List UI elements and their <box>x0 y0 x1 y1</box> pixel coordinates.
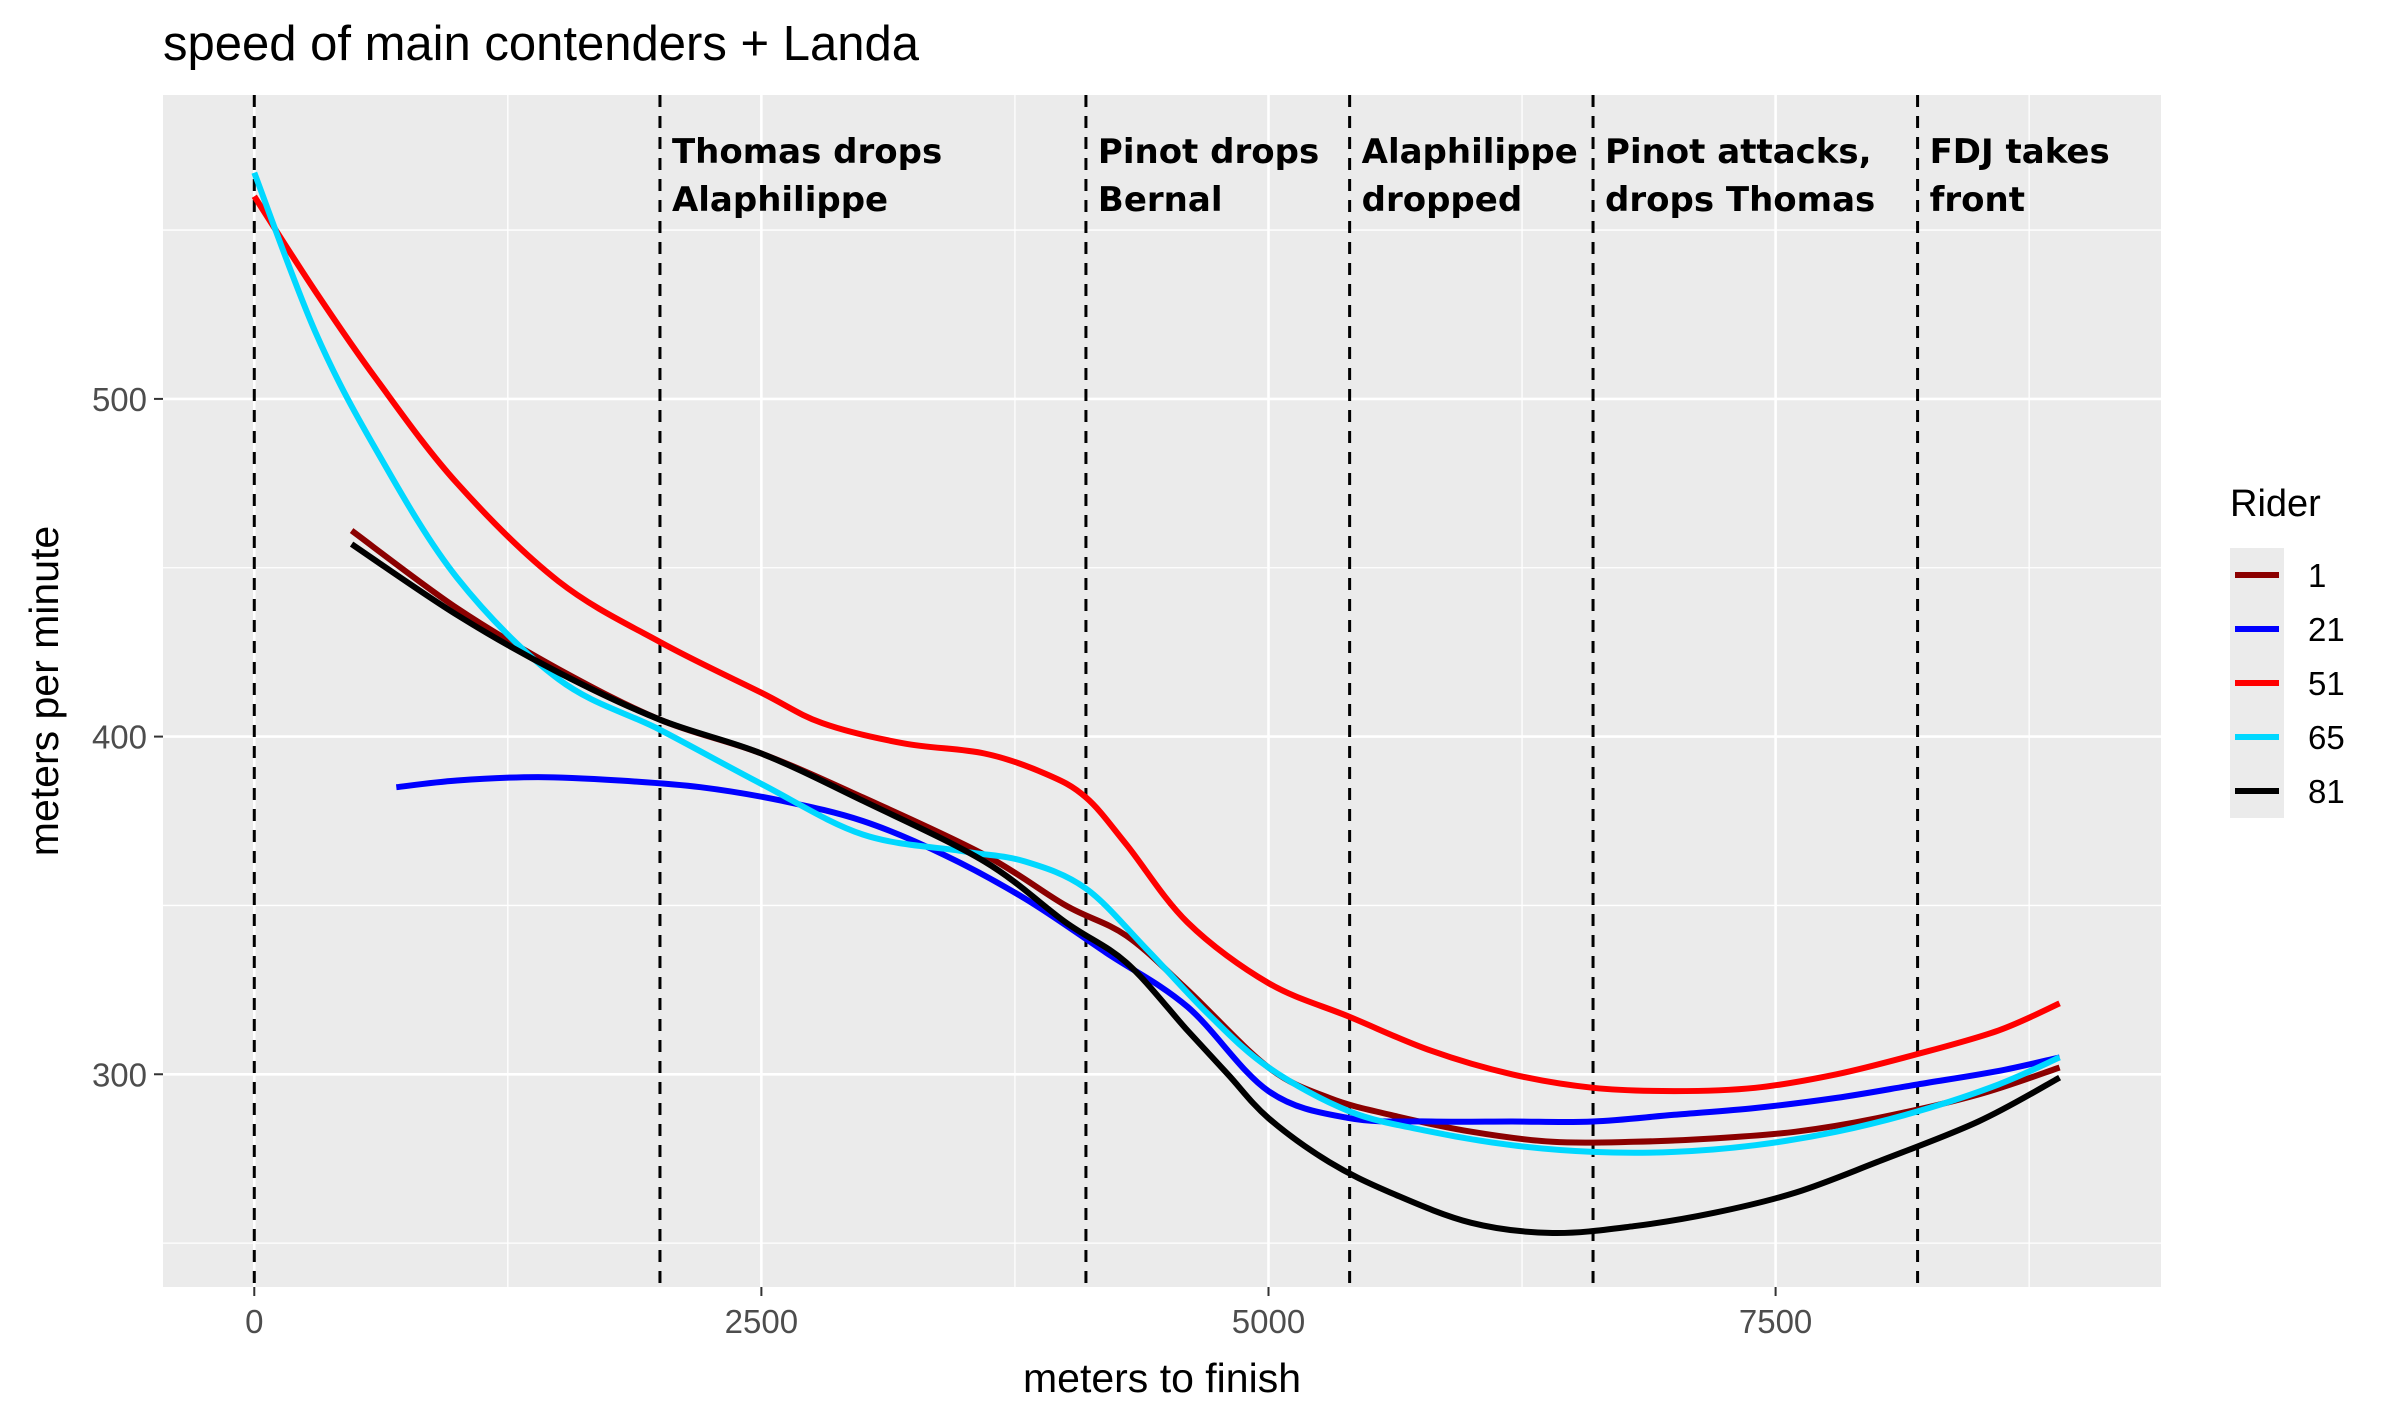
series-line-51 <box>251 194 2061 1095</box>
event-label: Pinot drops Bernal <box>1098 132 1319 220</box>
legend-label-51: 51 <box>2308 665 2345 702</box>
chart-title: speed of main contenders + Landa <box>163 17 920 71</box>
legend-label-81: 81 <box>2308 773 2345 810</box>
minor-gridlines <box>163 95 2161 1287</box>
y-tick-label: 500 <box>92 381 147 418</box>
x-tick-label: 0 <box>245 1303 263 1340</box>
x-tick-label: 7500 <box>1739 1303 1812 1340</box>
y-tick-label: 300 <box>92 1056 147 1093</box>
legend-title: Rider <box>2230 483 2321 525</box>
series-line-21 <box>395 774 2061 1126</box>
y-axis-title: meters per minute <box>21 526 67 856</box>
legend: Rider 1 21 51 65 81 <box>2230 483 2345 818</box>
y-tick-label: 400 <box>92 719 147 756</box>
event-annotations: Thomas drops Alaphilippe Pinot drops Bernal… <box>672 132 2110 220</box>
x-axis-title: meters to finish <box>1023 1355 1301 1401</box>
x-tick-label: 5000 <box>1232 1303 1305 1340</box>
plot-panel <box>163 95 2161 1287</box>
event-label: Thomas drops Alaphilippe <box>672 132 942 220</box>
series-lines <box>251 171 2062 1237</box>
legend-label-1: 1 <box>2308 557 2326 594</box>
event-label: FDJ takes front <box>1930 132 2110 220</box>
event-label: Alaphilippe dropped <box>1362 132 1578 220</box>
series-line-65 <box>251 171 2061 1156</box>
event-lines <box>252 95 1920 1287</box>
series-line-81 <box>349 541 2062 1237</box>
legend-label-65: 65 <box>2308 719 2345 756</box>
x-tick-label: 2500 <box>725 1303 798 1340</box>
event-label: Pinot attacks, drops Thomas <box>1605 132 1875 220</box>
legend-label-21: 21 <box>2308 611 2345 648</box>
